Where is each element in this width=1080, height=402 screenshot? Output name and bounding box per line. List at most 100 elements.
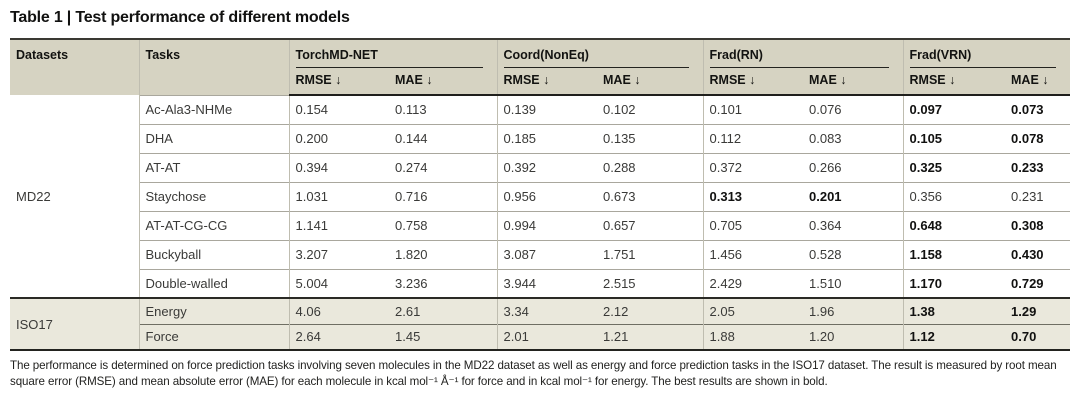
- value-cell: 0.705: [702, 210, 803, 240]
- dataset-label-iso17: ISO17: [10, 297, 139, 350]
- value-cell: 0.201: [803, 181, 903, 211]
- value-cell: 1.29: [1005, 297, 1070, 324]
- group-label: Frad(RN): [709, 48, 889, 68]
- value-cell: 0.313: [702, 181, 803, 211]
- metric-header-rmse: RMSE ↓: [702, 68, 803, 96]
- value-cell: 1.20: [803, 323, 903, 350]
- task-label: Buckyball: [138, 239, 289, 269]
- column-header-tasks: Tasks: [138, 39, 289, 95]
- value-cell: 3.34: [496, 297, 597, 324]
- value-cell: 0.308: [1005, 210, 1070, 240]
- table-title: Table 1 | Test performance of different …: [10, 9, 350, 26]
- value-cell: 1.88: [702, 323, 803, 350]
- task-label: Staychose: [138, 181, 289, 211]
- value-cell: 0.758: [389, 210, 497, 240]
- metric-header-mae: MAE ↓: [597, 68, 703, 96]
- value-cell: 0.729: [1005, 268, 1070, 298]
- metric-header-mae: MAE ↓: [1005, 68, 1070, 96]
- value-cell: 1.820: [389, 239, 497, 269]
- header-row-metrics: RMSE ↓ MAE ↓ RMSE ↓ MAE ↓ RMSE ↓ MAE ↓ R…: [10, 68, 1070, 96]
- table-row: Buckyball 3.207 1.820 3.087 1.751 1.456 0.528 1…: [10, 239, 1070, 269]
- table-row: MD22 Ac-Ala3-NHMe 0.154 0.113 0.139 0.102 0.10…: [10, 94, 1070, 298]
- value-cell: 0.073: [1005, 94, 1070, 124]
- value-cell: 0.112: [702, 123, 803, 153]
- page: Table 1 | Test performance of different …: [10, 9, 1070, 389]
- metric-header-mae: MAE ↓: [803, 68, 903, 96]
- value-cell: 0.185: [496, 123, 597, 153]
- value-cell: 3.236: [389, 268, 497, 298]
- value-cell: 1.141: [288, 210, 389, 240]
- task-label: DHA: [138, 123, 289, 153]
- value-cell: 1.031: [288, 181, 389, 211]
- value-cell: 0.154: [288, 94, 389, 124]
- group-label: TorchMD-NET: [295, 48, 483, 68]
- value-cell: 0.364: [803, 210, 903, 240]
- value-cell: 0.135: [597, 123, 703, 153]
- value-cell: 1.751: [597, 239, 703, 269]
- value-cell: 1.45: [389, 323, 497, 350]
- value-cell: 0.266: [803, 152, 903, 182]
- value-cell: 0.716: [389, 181, 497, 211]
- column-header-coord-noneq: Coord(NonEq): [496, 39, 703, 68]
- header-row-groups: Datasets Tasks TorchMD-NET Coord(NonEq) …: [10, 39, 1070, 95]
- value-cell: 1.456: [702, 239, 803, 269]
- value-cell: 2.64: [288, 323, 389, 350]
- value-cell: 0.083: [803, 123, 903, 153]
- value-cell: 0.102: [597, 94, 703, 124]
- value-cell: 1.170: [902, 268, 1005, 298]
- performance-table: Datasets Tasks TorchMD-NET Coord(NonEq) …: [10, 38, 1070, 351]
- column-header-frad-vrn: Frad(VRN): [902, 39, 1070, 68]
- value-cell: 0.078: [1005, 123, 1070, 153]
- value-cell: 2.01: [496, 323, 597, 350]
- value-cell: 0.076: [803, 94, 903, 124]
- value-cell: 0.648: [902, 210, 1005, 240]
- task-label: Energy: [138, 297, 289, 324]
- value-cell: 2.429: [702, 268, 803, 298]
- value-cell: 0.105: [902, 123, 1005, 153]
- task-label: AT-AT: [138, 152, 289, 182]
- table-row: ISO17 Energy 4.06 2.61 3.34 2.12 2.05 1.96 1.38 1…: [10, 297, 1070, 350]
- value-cell: 2.61: [389, 297, 497, 324]
- value-cell: 3.944: [496, 268, 597, 298]
- value-cell: 1.158: [902, 239, 1005, 269]
- value-cell: 0.528: [803, 239, 903, 269]
- value-cell: 3.087: [496, 239, 597, 269]
- value-cell: 1.510: [803, 268, 903, 298]
- value-cell: 2.12: [597, 297, 703, 324]
- table-row: Force 2.64 1.45 2.01 1.21 1.88 1.20 1.12 0.70: [10, 323, 1070, 350]
- table-row: DHA 0.200 0.144 0.185 0.135 0.112 0.083 0.105 0.…: [10, 123, 1070, 153]
- value-cell: 0.70: [1005, 323, 1070, 350]
- value-cell: 0.356: [902, 181, 1005, 211]
- value-cell: 0.274: [389, 152, 497, 182]
- value-cell: 1.38: [902, 297, 1005, 324]
- value-cell: 2.515: [597, 268, 703, 298]
- table-row: AT-AT-CG-CG 1.141 0.758 0.994 0.657 0.705 0.36…: [10, 210, 1070, 240]
- value-cell: 0.288: [597, 152, 703, 182]
- metric-header-rmse: RMSE ↓: [496, 68, 597, 96]
- column-header-frad-rn: Frad(RN): [702, 39, 903, 68]
- table-footnote: The performance is determined on force p…: [10, 359, 1057, 389]
- value-cell: 0.372: [702, 152, 803, 182]
- table-header: Datasets Tasks TorchMD-NET Coord(NonEq) …: [10, 39, 1070, 96]
- value-cell: 0.430: [1005, 239, 1070, 269]
- value-cell: 0.233: [1005, 152, 1070, 182]
- value-cell: 0.097: [902, 94, 1005, 124]
- value-cell: 1.21: [597, 323, 703, 350]
- table-row: Double-walled 5.004 3.236 3.944 2.515 2.429 1.…: [10, 268, 1070, 298]
- column-header-datasets: Datasets: [10, 39, 139, 95]
- value-cell: 0.200: [288, 123, 389, 153]
- metric-header-mae: MAE ↓: [389, 68, 497, 96]
- task-label: Force: [138, 323, 289, 350]
- value-cell: 2.05: [702, 297, 803, 324]
- value-cell: 0.231: [1005, 181, 1070, 211]
- value-cell: 0.101: [702, 94, 803, 124]
- value-cell: 0.956: [496, 181, 597, 211]
- column-header-torchmd-net: TorchMD-NET: [288, 39, 497, 68]
- value-cell: 1.12: [902, 323, 1005, 350]
- value-cell: 4.06: [288, 297, 389, 324]
- value-cell: 0.673: [597, 181, 703, 211]
- task-label: Double-walled: [138, 268, 289, 298]
- group-label: Frad(VRN): [909, 48, 1056, 68]
- dataset-label-md22: MD22: [10, 95, 139, 298]
- value-cell: 1.96: [803, 297, 903, 324]
